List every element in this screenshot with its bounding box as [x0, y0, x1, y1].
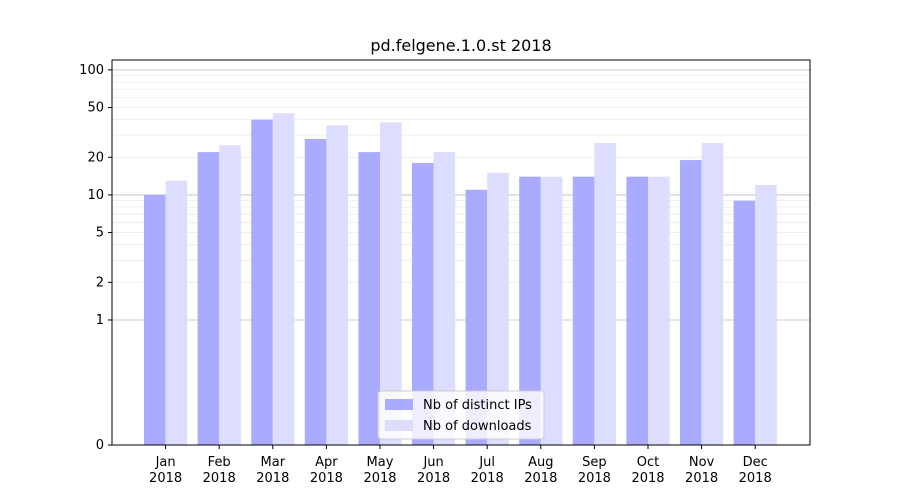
x-axis: Jan 2018 Feb 2018 Mar 2018 Apr 2018 May 2018 Jun 20… — [149, 445, 772, 486]
bar-distinct-ips — [572, 176, 595, 445]
y-tick-label: 20 — [87, 150, 104, 165]
bar-downloads — [326, 125, 348, 445]
x-tick-label: Jul 2018 — [471, 455, 504, 486]
bar-distinct-ips — [733, 200, 756, 445]
bar-downloads — [433, 152, 456, 445]
y-tick-label: 10 — [87, 188, 104, 203]
x-tick-label: Mar 2018 — [256, 455, 289, 486]
bar-downloads — [755, 185, 777, 445]
bar-distinct-ips — [626, 176, 648, 445]
bar-distinct-ips — [358, 152, 380, 445]
bar-distinct-ips — [197, 152, 220, 445]
bar-downloads — [594, 143, 616, 445]
y-tick-label: 0 — [96, 438, 104, 453]
bar-distinct-ips — [144, 194, 166, 445]
x-tick-label: Nov 2018 — [685, 455, 718, 486]
bar-downloads — [272, 113, 295, 445]
legend: Nb of distinct IPs Nb of downloads — [377, 390, 545, 440]
bar-distinct-ips — [304, 139, 327, 445]
x-tick-label: Oct 2018 — [631, 455, 664, 486]
bar-distinct-ips — [412, 163, 434, 445]
bar-distinct-ips — [251, 119, 273, 446]
bar-downloads — [648, 176, 670, 445]
bar-distinct-ips — [519, 176, 541, 445]
bar-downloads — [487, 172, 509, 445]
x-tick-label: Jan 2018 — [149, 455, 182, 486]
y-tick-label: 5 — [96, 226, 104, 241]
y-tick-label: 1 — [96, 313, 104, 328]
bars — [144, 113, 777, 446]
x-tick-label: Apr 2018 — [310, 455, 343, 486]
bar-distinct-ips — [465, 189, 488, 445]
legend-swatch — [385, 399, 413, 410]
x-tick-label: Dec 2018 — [739, 455, 772, 486]
bar-distinct-ips — [680, 160, 702, 445]
x-tick-label: Sep 2018 — [578, 455, 611, 486]
x-tick-label: Jun 2018 — [417, 455, 450, 486]
legend-label: Nb of distinct IPs — [423, 398, 532, 413]
bar-downloads — [219, 145, 241, 445]
x-tick-label: Aug 2018 — [524, 455, 557, 486]
bar-downloads — [165, 180, 188, 445]
x-tick-label: Feb 2018 — [203, 455, 236, 486]
legend-label: Nb of downloads — [423, 419, 532, 434]
bar-downloads — [380, 122, 402, 445]
chart-title: pd.felgene.1.0.st 2018 — [370, 36, 551, 55]
legend-box — [377, 390, 545, 440]
bar-downloads — [540, 176, 563, 445]
x-tick-label: May 2018 — [363, 455, 396, 486]
plot-area-frame — [111, 59, 811, 446]
y-tick-label: 100 — [79, 63, 104, 78]
y-tick-label: 50 — [87, 101, 104, 116]
bar-downloads — [701, 143, 724, 445]
y-tick-label: 2 — [96, 275, 104, 290]
y-axis: 0 1 2 5 10 20 50 100 — [79, 63, 112, 453]
legend-swatch — [385, 420, 413, 431]
